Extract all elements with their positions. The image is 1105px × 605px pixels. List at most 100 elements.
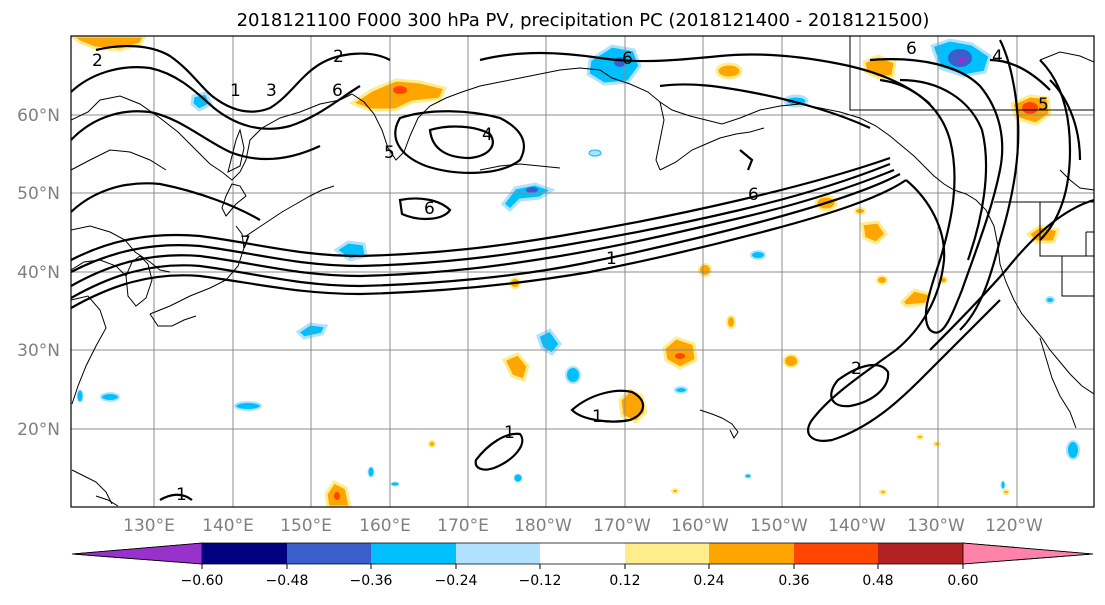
precip-positive-area — [879, 489, 887, 495]
precip-positive-area — [876, 275, 888, 285]
precip-positive-area — [428, 440, 436, 448]
figure-title: 2018121100 F000 300 hPa PV, precipitatio… — [237, 10, 930, 31]
precip-negative-area — [744, 473, 752, 479]
colorbar-tick-label: −0.24 — [435, 573, 478, 589]
contour-label: 4 — [992, 47, 1003, 67]
contour-label: 1 — [176, 485, 187, 505]
precip-positive-area — [501, 352, 530, 382]
lon-label: 140°W — [828, 516, 886, 536]
lon-label: 130°W — [907, 516, 965, 536]
contour-label: 5 — [1038, 95, 1049, 115]
contour-label: 1 — [606, 249, 617, 269]
colorbar-segment — [202, 543, 287, 564]
precip-extreme-negative-core — [958, 57, 966, 63]
lat-label: 50°N — [17, 184, 60, 204]
contour-label: 5 — [384, 143, 395, 163]
colorbar-segment — [540, 543, 625, 564]
precip-negative-area — [586, 44, 642, 86]
lon-label: 170°W — [593, 516, 651, 536]
precip-negative-area — [588, 149, 602, 157]
precip-negative-area — [513, 473, 523, 483]
precip-negative-area — [674, 386, 688, 394]
lon-label: 150°E — [280, 516, 332, 536]
colorbar-tick-label: 0.60 — [947, 573, 978, 589]
precip-negative-area — [565, 366, 581, 384]
colorbar-segment — [456, 543, 540, 564]
colorbar-tick-label: 0.12 — [609, 573, 640, 589]
lat-label: 40°N — [17, 263, 60, 283]
colorbar-tick-label: −0.36 — [350, 573, 393, 589]
contour-label: 2 — [92, 51, 103, 71]
precip-negative-area — [367, 466, 375, 478]
lon-label: 140°E — [202, 516, 254, 536]
contour-label: 4 — [482, 125, 493, 145]
contour-label: 6 — [622, 49, 633, 69]
longitude-labels: 130°E 140°E 150°E 160°E 170°E 180°W 170°… — [123, 516, 1043, 536]
colorbar-tick-label: 0.48 — [862, 573, 893, 589]
precip-strong-positive-core — [1022, 102, 1038, 114]
colorbar-ticks — [201, 564, 964, 569]
pv-contour-labels: 2 1 2 3 6 4 5 6 6 7 1 2 1 1 1 4 6 5 6 — [92, 39, 1049, 505]
lat-label: 30°N — [17, 341, 60, 361]
map-frame — [70, 35, 1095, 508]
precip-negative-area — [750, 250, 766, 260]
lon-label: 160°E — [359, 516, 411, 536]
precip-positive-area — [933, 441, 941, 447]
contour-label: 6 — [748, 185, 759, 205]
colorbar-extend-right — [962, 542, 1094, 565]
precip-positive-area — [726, 315, 736, 329]
lon-label: 160°W — [671, 516, 729, 536]
precip-negative-area — [536, 328, 562, 356]
precip-positive-area — [698, 263, 712, 277]
contour-label: 6 — [332, 81, 343, 101]
precip-negative-area — [390, 481, 400, 487]
precip-negative-area — [1066, 440, 1080, 460]
lon-label: 180°W — [514, 516, 572, 536]
precip-strong-positive-core — [675, 353, 685, 359]
lon-label: 120°W — [985, 516, 1043, 536]
precip-positive-area — [671, 488, 679, 494]
map-panel: 2 1 2 3 6 4 5 6 6 7 1 2 1 1 1 4 6 5 6 — [70, 35, 1095, 508]
lon-label: 170°E — [437, 516, 489, 536]
contour-label: 1 — [230, 81, 241, 101]
colorbar-tick-label: 0.24 — [693, 573, 724, 589]
colorbar-segment — [709, 543, 794, 564]
contour-label: 1 — [592, 407, 603, 427]
colorbar-tick-label: −0.48 — [266, 573, 309, 589]
colorbar-tick-label: −0.12 — [519, 573, 562, 589]
contour-label: 2 — [851, 359, 862, 379]
contour-label: 2 — [333, 47, 344, 67]
contour-label: 6 — [906, 39, 917, 59]
colorbar: −0.60 −0.48 −0.36 −0.24 −0.12 0.12 0.24 … — [71, 542, 1094, 589]
precip-negative-core — [526, 187, 538, 193]
precip-positive-area — [1002, 489, 1010, 495]
colorbar-tick-label: −0.60 — [181, 573, 224, 589]
colorbar-segment — [878, 543, 963, 564]
lon-label: 130°E — [123, 516, 175, 536]
colorbar-segment — [287, 543, 371, 564]
precip-negative-area — [234, 401, 262, 411]
colorbar-extend-left — [71, 542, 203, 565]
contour-label: 7 — [240, 233, 251, 253]
colorbar-tick-label: 0.36 — [778, 573, 809, 589]
precip-strong-positive-core — [334, 492, 340, 500]
precip-negative-area — [1045, 296, 1055, 304]
latitude-labels: 60°N 50°N 40°N 30°N 20°N — [17, 106, 60, 440]
colorbar-segment — [625, 543, 709, 564]
colorbar-segment — [371, 543, 456, 564]
contour-label: 3 — [266, 81, 277, 101]
precip-negative-area — [295, 322, 329, 340]
precip-negative-area — [190, 91, 213, 112]
lat-label: 20°N — [17, 420, 60, 440]
precip-negative-area — [76, 389, 84, 403]
precip-negative-area — [1000, 480, 1006, 490]
precip-positive-area — [860, 220, 888, 245]
graticule — [71, 36, 1094, 507]
precip-negative-area — [100, 392, 120, 402]
lon-label: 150°W — [750, 516, 808, 536]
colorbar-segment — [794, 543, 878, 564]
pv-contours — [71, 39, 1094, 501]
precip-positive-area — [783, 354, 799, 368]
